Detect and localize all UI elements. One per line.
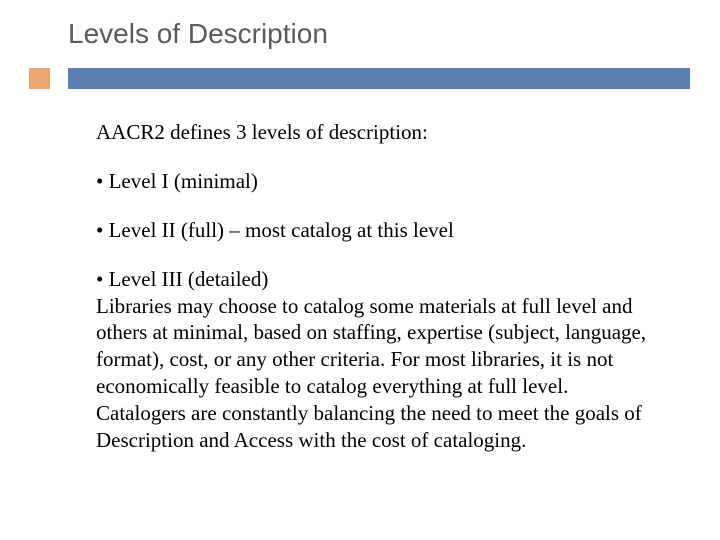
underline-bar xyxy=(68,68,690,89)
bullet-3: • Level III (detailed) xyxy=(96,266,654,293)
intro-text: AACR2 defines 3 levels of description: xyxy=(96,119,654,146)
slide: Levels of Description AACR2 defines 3 le… xyxy=(0,0,720,540)
paragraph: Libraries may choose to catalog some mat… xyxy=(96,293,654,454)
title-underline xyxy=(0,68,720,89)
bullet-3-block: • Level III (detailed) Libraries may cho… xyxy=(96,266,654,454)
slide-content: AACR2 defines 3 levels of description: •… xyxy=(0,89,720,454)
slide-title: Levels of Description xyxy=(0,0,720,68)
bullet-1: • Level I (minimal) xyxy=(96,168,654,195)
accent-square xyxy=(29,68,50,89)
bullet-2: • Level II (full) – most catalog at this… xyxy=(96,217,654,244)
